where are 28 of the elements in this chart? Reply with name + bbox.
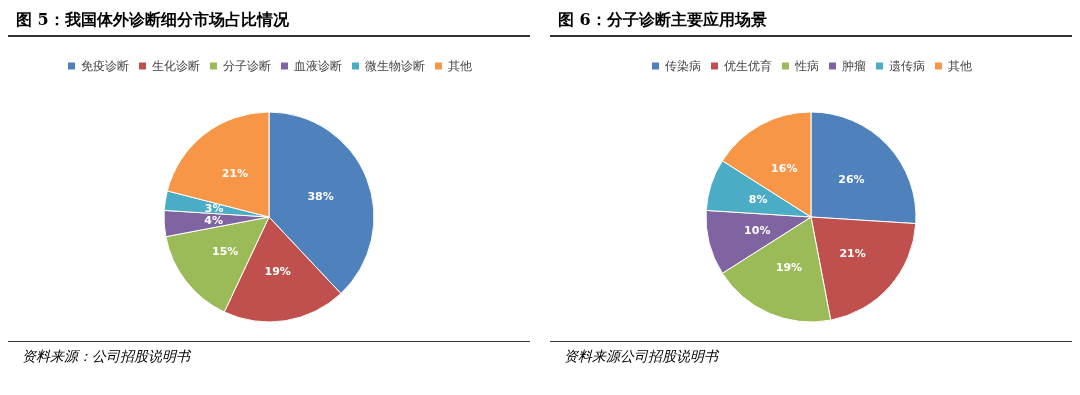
legend-label: 性病 [794, 59, 819, 73]
data-label: 16% [771, 161, 798, 175]
legend-label: 血液诊断 [294, 59, 342, 73]
legend-label: 传染病 [665, 59, 701, 73]
data-label: 3% [204, 201, 224, 215]
data-label: 4% [204, 213, 223, 227]
data-label: 21% [221, 166, 249, 180]
chart-title: 图 6：分子诊断主要应用场景 [550, 8, 1072, 37]
legend-label: 其他 [948, 59, 972, 73]
data-label: 19% [264, 265, 291, 279]
data-label: 19% [775, 261, 803, 275]
legend-label: 肿瘤 [842, 59, 866, 73]
chart-title: 图 5：我国体外诊断细分市场占比情况 [8, 8, 530, 37]
legend-label: 分子诊断 [223, 59, 271, 73]
legend-label: 免疫诊断 [81, 59, 129, 73]
legend-label: 遗传病 [889, 59, 925, 73]
text: 资料来源：公司招股说明书 [8, 341, 530, 366]
legend-label: 微生物诊断 [365, 59, 425, 73]
data-label: 26% [838, 172, 865, 186]
data-label: 15% [211, 244, 239, 258]
data-label: 8% [748, 193, 768, 207]
legend-label: 其他 [448, 59, 472, 73]
legend-label: 优生优育 [724, 59, 772, 73]
legend-label: 生化诊断 [152, 59, 200, 73]
data-label: 21% [839, 247, 866, 261]
text: 资料来源公司招股说明书 [550, 341, 1072, 366]
data-label: 10% [744, 224, 771, 238]
data-label: 38% [307, 190, 334, 204]
